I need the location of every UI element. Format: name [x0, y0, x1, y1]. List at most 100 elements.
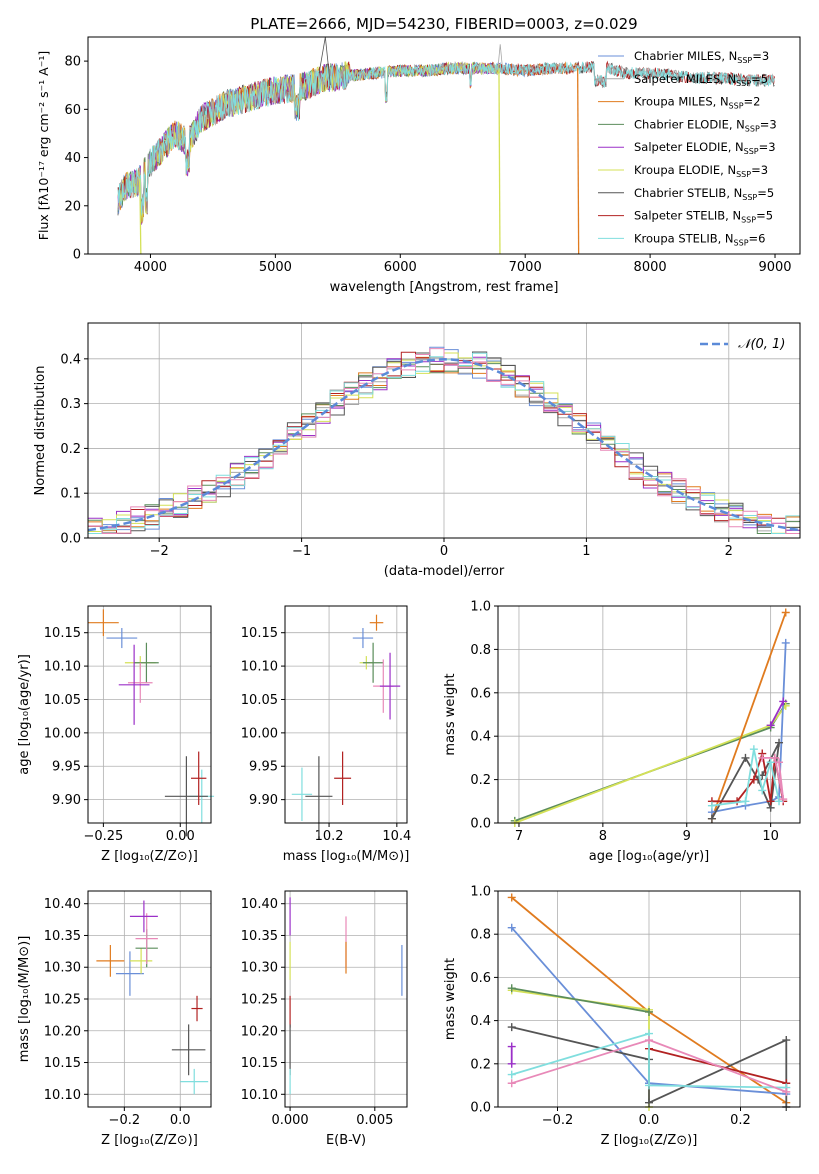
axes-frame: [87, 890, 212, 1108]
data-point: [106, 628, 138, 649]
data-point: [129, 900, 158, 933]
legend-subscript: SSP: [736, 79, 751, 88]
y-tick-label: 10.05: [44, 693, 81, 708]
y-tick-label: 10.15: [241, 1056, 278, 1071]
y-tick-label: 0.3: [60, 397, 81, 412]
legend-label: Kroupa ELODIE, NSSP=3: [634, 163, 768, 179]
legend-label: Salpeter STELIB, NSSP=5: [634, 209, 773, 225]
legend-label: Chabrier MILES, NSSP=3: [634, 49, 769, 65]
x-axis-label: Z [log₁₀(Z/Z⊙)]: [101, 849, 198, 864]
legend-count: 3: [769, 117, 776, 131]
x-tick-label: 7: [515, 829, 523, 844]
y-tick-label: 0.1: [60, 487, 81, 502]
weight-line: [711, 742, 780, 820]
y-tick-label: 10.15: [44, 1056, 81, 1071]
weight-marker: [741, 753, 750, 762]
data-point: [129, 948, 153, 974]
chart-age_vs_mass: 10.2 10.4 9.90 9.95 10.00 10.05 10.10 10.15 mass…: [241, 605, 411, 864]
weight-marker: [507, 1023, 516, 1032]
y-tick-label: 0: [73, 248, 81, 263]
x-axis-label: wavelength [Angstrom, rest frame]: [330, 280, 559, 295]
x-tick-label: 2: [725, 544, 733, 559]
weight-marker: [507, 893, 516, 902]
weight-line: [762, 757, 785, 800]
x-tick-label: 10.4: [382, 829, 411, 844]
data-point: [135, 913, 158, 965]
x-axis-label: Z [log₁₀(Z/Z⊙)]: [601, 1133, 698, 1148]
weight-marker: [645, 1007, 653, 1016]
data-point: [352, 628, 374, 649]
x-tick-label: 5000: [259, 260, 292, 275]
y-tick-label: 0.2: [470, 773, 491, 788]
data-point: [171, 1024, 206, 1076]
legend-count: 5: [761, 72, 768, 86]
legend-label-text: Chabrier MILES, N: [634, 49, 737, 63]
histogram-step: [88, 348, 800, 534]
weight-marker: [645, 1081, 653, 1090]
legend-subscript: SSP: [729, 102, 744, 111]
y-tick-label: 0.4: [470, 730, 491, 745]
x-axis-label: E(B-V): [326, 1133, 366, 1148]
weight-marker: [766, 758, 775, 767]
y-tick-label: 20: [64, 199, 81, 214]
weight-marker: [770, 753, 779, 762]
x-tick-label: 8000: [634, 260, 667, 275]
y-tick-label: 0.0: [470, 817, 491, 832]
spectrum-drop: [498, 68, 501, 254]
axes-frame: [284, 890, 408, 1108]
chart-weight_vs_Z: −0.2 0.0 0.2 0.0 0.2 0.4 0.6 0.8 1.0 Z [log₁₀(Z/Z…: [443, 885, 801, 1148]
y-tick-label: 0.0: [60, 532, 81, 547]
legend-count: 2: [753, 95, 760, 109]
weight-marker: [779, 697, 788, 706]
y-tick-label: 10.10: [44, 660, 81, 675]
x-axis-label: age [log₁₀(age/yr)]: [589, 849, 710, 864]
y-tick-label: 9.90: [249, 793, 278, 808]
axes-frame: [87, 36, 801, 255]
y-tick-label: 10.10: [241, 660, 278, 675]
x-axis-label: Z [log₁₀(Z/Z⊙)]: [101, 1133, 198, 1148]
y-tick-label: 0.8: [470, 928, 491, 943]
axes-frame: [284, 605, 408, 824]
y-tick-label: 10.15: [241, 626, 278, 641]
x-tick-label: 8: [599, 829, 607, 844]
legend-count: 6: [758, 231, 765, 245]
weight-line: [711, 749, 780, 807]
axes-frame: [87, 605, 212, 824]
y-tick-label: 10.25: [241, 993, 278, 1008]
legend-equals: =: [751, 163, 761, 177]
legend-label-text: Chabrier ELODIE, N: [634, 117, 745, 131]
weight-marker: [775, 758, 784, 767]
legend-subscript: SSP: [744, 147, 759, 156]
x-tick-label: −0.2: [542, 1113, 574, 1128]
weight-marker: [758, 786, 767, 795]
y-tick-label: 0.0: [470, 1101, 491, 1116]
y-axis-label: Flux [fλ10⁻¹⁷ erg cm⁻² s⁻¹ A⁻¹]: [36, 51, 51, 240]
legend-equals: =: [756, 209, 766, 223]
legend-label: Chabrier STELIB, NSSP=5: [634, 186, 774, 202]
weight-marker: [507, 1079, 516, 1088]
y-tick-label: 10.20: [44, 1024, 81, 1039]
data-point: [88, 609, 119, 637]
legend-equals: =: [757, 186, 767, 200]
axes-frame: [497, 890, 801, 1108]
spectrum-drop: [139, 178, 142, 254]
y-axis-label: mass weight: [443, 673, 458, 755]
data-point: [115, 951, 144, 996]
legend-equals: =: [749, 231, 759, 245]
legend-count: 5: [767, 186, 774, 200]
x-tick-label: 7000: [509, 260, 542, 275]
y-axis-label: Normed distribution: [33, 366, 48, 496]
legend-label-text: Salpeter STELIB, N: [634, 209, 741, 223]
y-tick-label: 0.6: [470, 686, 491, 701]
figure-title: PLATE=2666, MJD=54230, FIBERID=0003, z=0…: [250, 15, 637, 33]
weight-marker: [766, 721, 775, 730]
spectrum-spike: [497, 44, 504, 71]
legend-label-text: Kroupa ELODIE, N: [634, 163, 736, 177]
y-tick-label: 0.2: [60, 442, 81, 457]
y-tick-label: 0.4: [470, 1014, 491, 1029]
legend-label-text: Kroupa MILES, N: [634, 95, 729, 109]
x-tick-label: 10: [762, 829, 779, 844]
weight-marker: [707, 801, 716, 810]
weight-marker: [707, 814, 716, 823]
data-point: [191, 751, 207, 805]
